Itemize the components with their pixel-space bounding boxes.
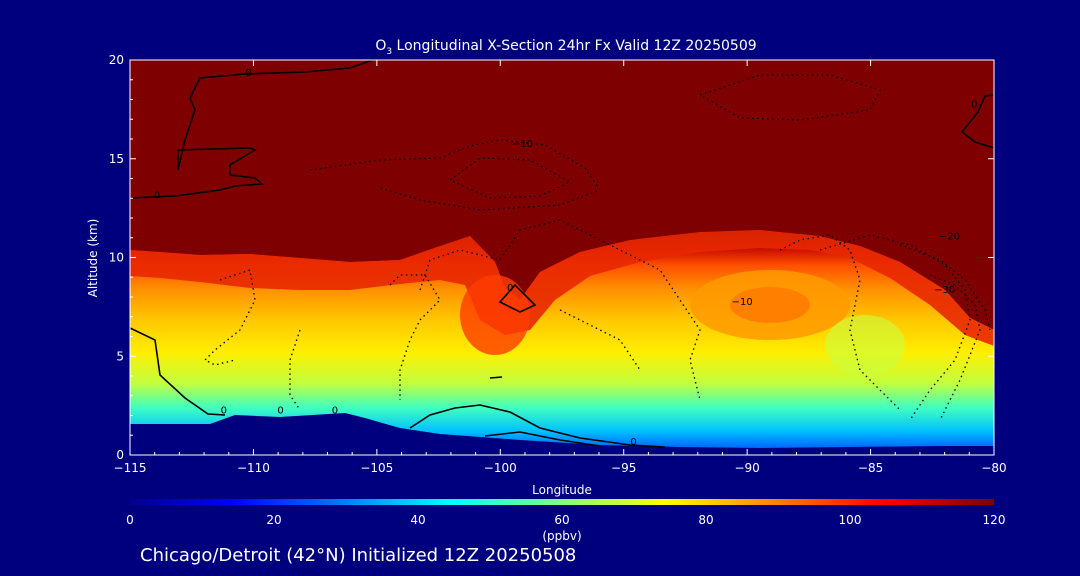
y-tick-label: 20 [109, 53, 124, 67]
y-tick-label: 10 [109, 251, 124, 265]
zero-contour-surface [409, 404, 666, 448]
colorbar-ticks: 0 20 40 60 80 100 120 [126, 513, 1005, 527]
neg-contour-col2 [389, 274, 441, 400]
x-tick-label: −110 [237, 461, 270, 475]
plot-area: 0 0 0 −10 −20 −10 −30 0 0 0 0 0 [130, 60, 994, 455]
contour-label: 0 [332, 406, 338, 417]
red-pocket-central [460, 275, 530, 355]
y-tick-label: 0 [116, 448, 124, 462]
colorbar-tick-label: 20 [266, 513, 281, 527]
zero-contours [130, 60, 994, 448]
colorbar-unit-label: (ppbv) [542, 529, 581, 543]
zero-contour-east [960, 94, 994, 149]
x-tick-label: −115 [114, 461, 147, 475]
y-axis-label: Altitude (km) [86, 219, 100, 298]
contour-labels: 0 0 0 −10 −20 −10 −30 0 0 0 0 0 [154, 68, 977, 448]
negative-contours [203, 74, 991, 421]
zero-contour-small [498, 283, 537, 313]
colorbar [130, 499, 994, 505]
zero-contour-northwest [189, 60, 375, 99]
orange-core-east [730, 287, 810, 323]
terrain-mask [130, 413, 994, 455]
contour-label: −20 [939, 232, 960, 243]
x-tick-label: −100 [484, 461, 517, 475]
contour-label: 0 [245, 68, 251, 79]
footer-caption: Chicago/Detroit (42°N) Initialized 12Z 2… [140, 545, 576, 566]
x-tick-label: −80 [981, 461, 1006, 475]
contour-label: 0 [277, 406, 283, 417]
x-tick-label: −95 [611, 461, 636, 475]
x-tick-label: −85 [858, 461, 883, 475]
zero-contour-dot [489, 376, 503, 379]
zero-contour-lowwest [130, 327, 226, 416]
colorbar-tick-label: 40 [410, 513, 425, 527]
contour-label: −10 [512, 139, 533, 150]
neg-contour-west-mid [203, 269, 256, 366]
contour-label: 0 [971, 99, 977, 110]
green-pocket-east [825, 315, 905, 375]
zero-contour-west [130, 97, 264, 199]
colorbar-tick-label: 0 [126, 513, 134, 527]
contour-label: 0 [221, 406, 227, 417]
neg-contour-east-loop1 [819, 234, 971, 421]
chart-title: O3 Longitudinal X-Section 24hr Fx Valid … [375, 38, 756, 57]
x-tick-label: −90 [734, 461, 759, 475]
tropopause-band [130, 60, 994, 330]
x-axis-label: Longitude [532, 483, 592, 497]
y-tick-label: 15 [109, 152, 124, 166]
colorbar-tick-label: 120 [983, 513, 1006, 527]
zero-contour-surface2 [484, 431, 601, 447]
x-axis: −115 −110 −105 −100 −95 −90 −85 −80 [114, 60, 1007, 475]
contour-label: 0 [630, 437, 636, 448]
red-band [130, 230, 994, 346]
colorbar-tick-label: 60 [554, 513, 569, 527]
contour-label: −30 [934, 285, 955, 296]
neg-contour-upper-central [309, 139, 602, 211]
x-tick-label: −105 [360, 461, 393, 475]
contour-label: 0 [154, 190, 160, 201]
neg-contour-upper-central-inner [448, 157, 572, 199]
contour-label: −10 [732, 297, 753, 308]
colorbar-tick-label: 100 [839, 513, 862, 527]
y-axis: 0 5 10 15 20 [109, 53, 994, 462]
y-tick-label: 5 [116, 349, 124, 363]
neg-contour-west-low [289, 329, 301, 411]
contour-label: 0 [507, 283, 513, 294]
colorbar-tick-label: 80 [698, 513, 713, 527]
